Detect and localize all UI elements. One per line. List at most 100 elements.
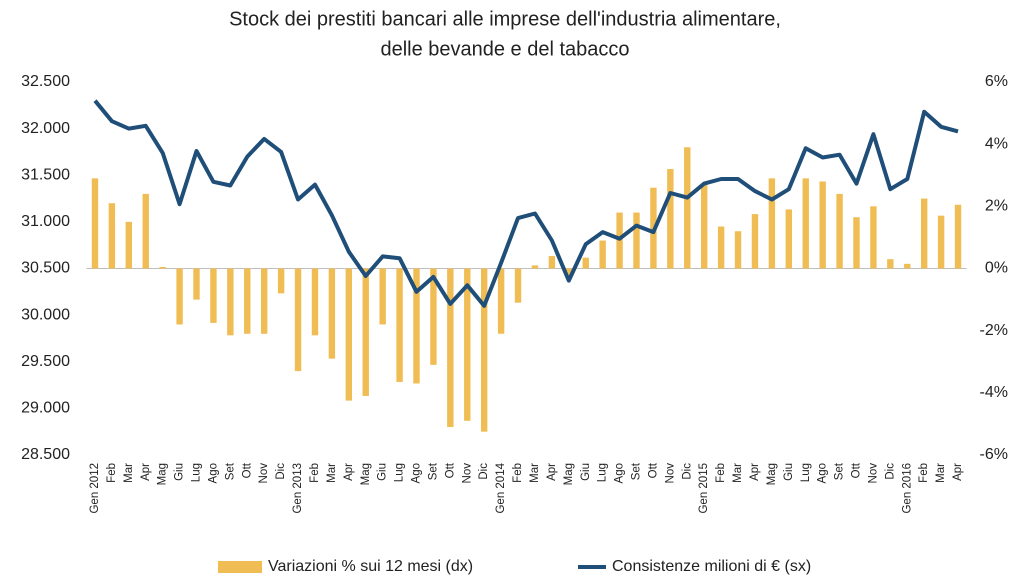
line xyxy=(93,99,959,308)
bar xyxy=(565,268,573,278)
bar xyxy=(108,203,116,269)
x-tick-label: Mag xyxy=(360,463,372,485)
x-tick-label: Mag xyxy=(766,463,778,485)
x-tick-label: Feb xyxy=(715,463,727,483)
x-tick-label: Feb xyxy=(309,463,321,483)
x-tick-label: Giu xyxy=(377,463,389,481)
bar xyxy=(904,263,911,269)
bar xyxy=(447,268,454,428)
x-tick-label: Feb xyxy=(512,463,524,483)
bar xyxy=(684,147,691,269)
y2-tick-label: 0% xyxy=(985,260,1008,277)
x-tick-label: Giu xyxy=(580,463,592,481)
bar xyxy=(497,268,505,334)
bar xyxy=(193,268,200,300)
x-tick-label: Dic xyxy=(884,463,896,480)
bar xyxy=(514,268,522,303)
bar xyxy=(734,231,742,269)
x-tick-label: Set xyxy=(631,462,643,480)
bar xyxy=(379,268,386,325)
y2-tick-label: -2% xyxy=(980,322,1008,339)
x-tick-label: Feb xyxy=(106,463,118,483)
x-tick-label: Set xyxy=(427,462,439,480)
x-tick-label: Mag xyxy=(157,463,169,485)
bar xyxy=(802,178,809,269)
bar xyxy=(870,206,877,269)
bar xyxy=(328,268,336,359)
bar xyxy=(633,212,640,269)
chart-title: Stock dei prestiti bancari alle imprese … xyxy=(229,8,781,30)
x-tick-label: Nov xyxy=(664,463,676,484)
y-tick-label: 32.500 xyxy=(21,73,70,90)
x-tick-label: Ago xyxy=(207,463,219,483)
bar xyxy=(413,268,420,384)
x-tick-label: Nov xyxy=(258,463,270,484)
x-tick-label: Giu xyxy=(174,463,186,481)
x-tick-label: Mar xyxy=(326,463,338,483)
x-tick-label: Giu xyxy=(783,463,795,481)
y-tick-label: 28.500 xyxy=(21,446,70,463)
y-tick-label: 29.500 xyxy=(21,353,70,370)
bar xyxy=(176,268,183,325)
bar xyxy=(91,178,99,269)
x-tick-label: Dic xyxy=(478,463,490,480)
x-tick-label: Gen 2014 xyxy=(495,462,507,513)
legend-label: Consistenze milioni di € (sx) xyxy=(612,558,811,575)
x-tick-label: Mar xyxy=(935,463,947,483)
bar xyxy=(717,226,725,269)
x-tick-label: Set xyxy=(224,462,236,480)
bar xyxy=(142,193,149,269)
x-tick-label: Apr xyxy=(140,463,152,481)
x-tick-label: Gen 2015 xyxy=(698,463,710,514)
x-tick-label: Mar xyxy=(732,463,744,483)
y2-tick-label: -4% xyxy=(980,384,1008,401)
x-tick-label: Lug xyxy=(800,463,812,482)
bar xyxy=(582,257,589,269)
bar xyxy=(954,204,962,269)
x-tick-label: Ott xyxy=(851,462,863,478)
x-tick-label: Apr xyxy=(546,463,558,481)
bar xyxy=(260,268,268,334)
bar xyxy=(887,259,894,269)
x-tick-label: Ott xyxy=(647,462,659,478)
bar xyxy=(294,268,302,372)
y-tick-label: 29.000 xyxy=(21,400,70,417)
bar xyxy=(920,198,928,269)
x-tick-label: Dic xyxy=(681,463,693,480)
bar xyxy=(667,169,674,269)
legend-label: Variazioni % sui 12 mesi (dx) xyxy=(268,558,473,575)
bar xyxy=(700,184,708,269)
x-tick-label: Nov xyxy=(867,463,879,484)
x-tick-label: Set xyxy=(834,462,846,480)
bar xyxy=(819,181,826,269)
bar xyxy=(531,265,539,269)
bar xyxy=(853,217,860,269)
bar xyxy=(430,268,437,365)
y-tick-label: 30.000 xyxy=(21,306,70,323)
x-tick-label: Ago xyxy=(817,463,829,483)
bar xyxy=(768,178,776,269)
y2-tick-label: -6% xyxy=(980,446,1008,463)
bar xyxy=(785,209,793,269)
x-tick-label: Mar xyxy=(123,463,135,483)
bar xyxy=(244,268,251,334)
y-tick-label: 31.500 xyxy=(21,166,70,183)
y-tick-label: 30.500 xyxy=(21,260,70,277)
bar xyxy=(548,256,556,269)
bar xyxy=(480,268,488,432)
bar xyxy=(345,268,353,401)
x-tick-label: Mag xyxy=(563,463,575,485)
x-tick-label: Apr xyxy=(952,463,964,481)
y2-tick-label: 6% xyxy=(985,73,1008,90)
bar xyxy=(125,221,133,269)
bar xyxy=(836,193,843,269)
x-tick-label: Gen 2013 xyxy=(292,463,304,514)
x-tick-label: Dic xyxy=(275,463,287,480)
bar xyxy=(464,268,471,421)
bar xyxy=(362,268,369,396)
bar xyxy=(311,268,319,336)
y2-tick-label: 2% xyxy=(985,198,1008,215)
bar xyxy=(937,215,945,269)
bar xyxy=(751,214,759,269)
